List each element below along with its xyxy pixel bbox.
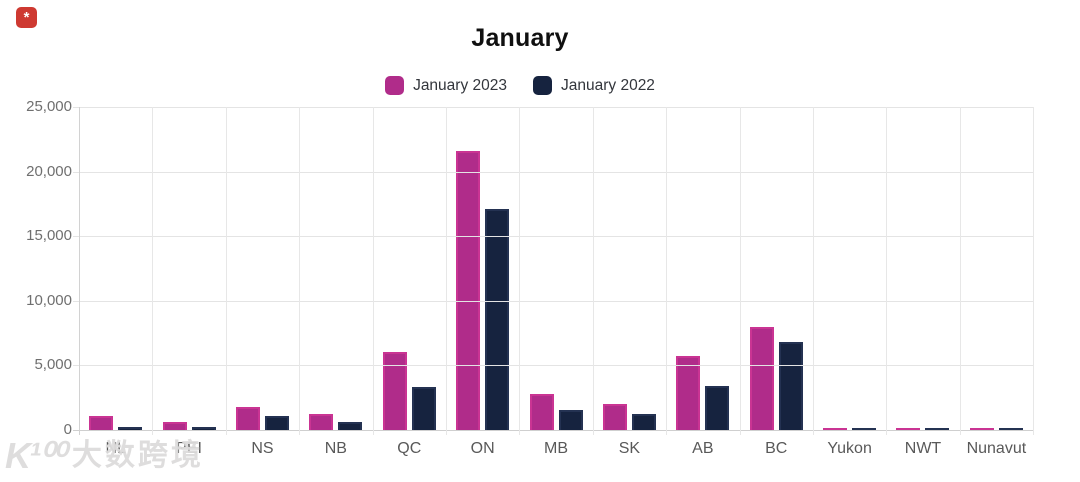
x-tick-label-bc: BC (765, 440, 788, 457)
legend-label-2023: January 2023 (413, 76, 507, 94)
x-tick-label-yukon: Yukon (827, 440, 872, 457)
bar-january-2023-mb[interactable] (529, 394, 554, 430)
bar-group-pei (152, 107, 225, 430)
y-tick-label-5000: 5,000 (34, 356, 72, 374)
bar-january-2022-mb[interactable] (558, 410, 583, 430)
legend-swatch-2022 (533, 76, 552, 95)
bar-group-ns (226, 107, 299, 430)
y-tick-label-0: 0 (63, 421, 72, 438)
x-tick-label-ns: NS (251, 440, 274, 457)
gridline-v-7 (592, 107, 594, 435)
gridline-v-2 (225, 107, 227, 435)
bar-january-2022-nl[interactable] (118, 427, 143, 430)
gridline-h-10000 (73, 300, 1033, 302)
legend-item-january-2022[interactable]: January 2022 (533, 76, 655, 95)
bar-group-ab (666, 107, 739, 430)
gridline-v-8 (666, 107, 668, 435)
gridline-h-5000 (73, 365, 1033, 367)
gridline-v-1 (152, 107, 154, 435)
gridline-v-3 (299, 107, 301, 435)
red-badge-icon: * (16, 7, 37, 28)
gridline-v-4 (372, 107, 374, 435)
x-tick-label-nl: NL (105, 440, 126, 457)
x-tick-label-ab: AB (692, 440, 714, 457)
y-tick-label-25000: 25,000 (26, 98, 72, 115)
bar-group-on (446, 107, 519, 430)
bar-january-2023-ns[interactable] (235, 407, 260, 430)
x-tick-label-sk: SK (618, 440, 641, 457)
bar-january-2022-ab[interactable] (705, 386, 730, 430)
bar-january-2022-nb[interactable] (338, 422, 363, 430)
bar-group-qc (373, 107, 446, 430)
x-tick-label-nunavut: Nunavut (966, 440, 1027, 457)
legend-label-2022: January 2022 (561, 76, 655, 94)
bar-january-2023-nl[interactable] (89, 416, 114, 430)
bar-group-nb (299, 107, 372, 430)
chart-title: January (471, 24, 569, 52)
bar-january-2022-on[interactable] (485, 209, 510, 430)
x-tick-label-nwt: NWT (904, 440, 942, 457)
bar-january-2022-nwt[interactable] (925, 428, 950, 430)
bar-january-2023-qc[interactable] (382, 352, 407, 430)
gridline-v-12 (959, 107, 961, 435)
bar-group-nunavut (960, 107, 1033, 430)
bar-groups (79, 107, 1033, 430)
bar-january-2022-yukon[interactable] (852, 428, 877, 430)
watermark-logo: K¹⁰⁰ (5, 435, 66, 476)
gridline-v-13 (1033, 107, 1034, 435)
bar-january-2023-sk[interactable] (602, 404, 627, 430)
y-axis-line (79, 107, 80, 435)
bar-january-2022-qc[interactable] (411, 387, 436, 430)
bar-january-2023-yukon[interactable] (823, 428, 848, 430)
bar-january-2023-nb[interactable] (309, 414, 334, 430)
bar-group-yukon (813, 107, 886, 430)
bar-group-nwt (886, 107, 959, 430)
plot-area (73, 107, 1034, 435)
y-tick-label-15000: 15,000 (26, 227, 72, 245)
bar-january-2022-nunavut[interactable] (998, 428, 1023, 430)
bar-january-2022-pei[interactable] (191, 427, 216, 430)
gridline-h-15000 (73, 236, 1033, 238)
y-tick-label-20000: 20,000 (26, 162, 72, 180)
bar-january-2023-ab[interactable] (676, 356, 701, 430)
gridline-h-0 (73, 430, 1033, 431)
gridline-v-9 (739, 107, 741, 435)
bar-january-2023-bc[interactable] (749, 327, 774, 430)
x-tick-label-pei: PEI (176, 440, 202, 457)
gridline-v-5 (445, 107, 447, 435)
gridline-v-6 (519, 107, 521, 435)
red-badge-glyph: * (23, 9, 30, 26)
gridline-v-10 (812, 107, 814, 435)
bar-january-2022-ns[interactable] (264, 416, 289, 430)
x-tick-label-on: ON (470, 440, 495, 457)
bar-january-2023-nunavut[interactable] (969, 428, 994, 430)
bar-group-sk (593, 107, 666, 430)
x-tick-label-nb: NB (324, 440, 347, 457)
bar-january-2022-bc[interactable] (778, 342, 803, 430)
legend: January 2023 January 2022 (0, 76, 1040, 95)
x-tick-label-mb: MB (544, 440, 569, 457)
bar-group-mb (519, 107, 592, 430)
bar-january-2023-nwt[interactable] (896, 428, 921, 430)
x-tick-label-qc: QC (397, 440, 422, 457)
gridline-h-25000 (73, 107, 1033, 108)
y-tick-label-10000: 10,000 (26, 291, 72, 309)
legend-item-january-2023[interactable]: January 2023 (385, 76, 507, 95)
bar-group-bc (740, 107, 813, 430)
bar-group-nl (79, 107, 152, 430)
legend-swatch-2023 (385, 76, 405, 95)
bar-january-2022-sk[interactable] (631, 414, 656, 430)
gridline-h-20000 (73, 171, 1033, 173)
x-axis-labels: NL PEI NS NB QC ON MB SK AB BC Yukon NWT Nunavut (79, 440, 1033, 458)
gridline-v-11 (886, 107, 888, 435)
bar-january-2023-on[interactable] (456, 151, 481, 430)
bar-january-2023-pei[interactable] (162, 422, 187, 430)
